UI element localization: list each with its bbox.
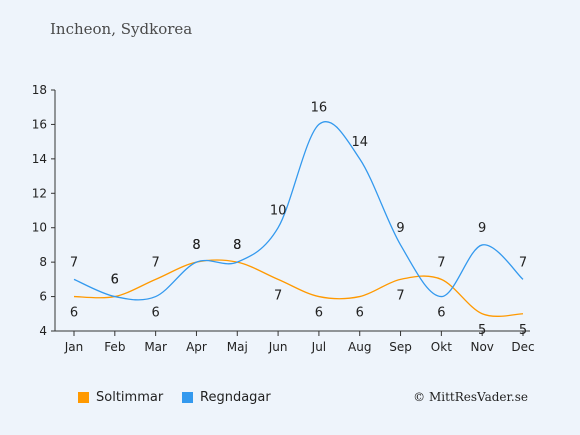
sun-data-label: 8 xyxy=(192,238,200,253)
sun-data-label: 5 xyxy=(519,323,527,338)
rain-data-label: 7 xyxy=(70,255,78,270)
copyright: © MittResVader.se xyxy=(413,390,528,404)
y-tick-label: 16 xyxy=(32,117,47,131)
sun-data-label: 6 xyxy=(315,306,323,321)
sun-data-label: 8 xyxy=(233,238,241,253)
y-tick-label: 14 xyxy=(32,152,47,166)
legend-rain: Regndagar xyxy=(182,390,271,405)
rain-data-label: 7 xyxy=(519,255,527,270)
y-tick-label: 10 xyxy=(32,221,47,235)
legend-rain-label: Regndagar xyxy=(200,390,271,405)
rain-data-label: 6 xyxy=(111,273,119,288)
sun-data-label: 7 xyxy=(437,255,445,270)
x-tick-label: Maj xyxy=(227,340,248,354)
sun-data-label: 7 xyxy=(396,288,404,303)
y-tick-label: 6 xyxy=(39,290,47,304)
x-tick-label: Feb xyxy=(104,340,125,354)
chart-title: Incheon, Sydkorea xyxy=(50,20,193,38)
x-tick-label: Jul xyxy=(311,340,326,354)
x-tick-label: Jun xyxy=(268,340,288,354)
x-tick-label: Nov xyxy=(470,340,493,354)
rain-data-label: 6 xyxy=(437,306,445,321)
sun-data-label: 6 xyxy=(111,273,119,288)
y-tick-label: 12 xyxy=(32,186,47,200)
rain-data-label: 9 xyxy=(478,221,486,236)
x-tick-label: Jan xyxy=(64,340,84,354)
rain-data-label: 14 xyxy=(351,135,368,150)
rain-series-line xyxy=(73,121,524,301)
rain-data-label: 6 xyxy=(151,306,159,321)
y-tick-label: 18 xyxy=(32,83,47,97)
sun-data-label: 7 xyxy=(274,288,282,303)
x-tick-label: Sep xyxy=(389,340,412,354)
y-tick-label: 4 xyxy=(39,324,47,338)
sun-series-line xyxy=(73,259,524,317)
rain-data-label: 16 xyxy=(311,100,328,115)
x-tick-label: Okt xyxy=(431,340,452,354)
sun-data-label: 6 xyxy=(356,306,364,321)
rain-data-label: 8 xyxy=(192,238,200,253)
sun-data-label: 6 xyxy=(70,306,78,321)
rain-data-label: 9 xyxy=(396,221,404,236)
legend-sun-label: Soltimmar xyxy=(96,390,164,405)
x-tick-label: Mar xyxy=(144,340,167,354)
legend-rain-swatch xyxy=(182,392,193,403)
x-tick-label: Aug xyxy=(348,340,371,354)
rain-data-label: 8 xyxy=(233,238,241,253)
y-tick-label: 8 xyxy=(39,255,47,269)
x-tick-label: Dec xyxy=(511,340,534,354)
sun-data-label: 7 xyxy=(151,255,159,270)
sun-data-label: 5 xyxy=(478,323,486,338)
legend-sun: Soltimmar xyxy=(78,390,163,405)
legend-sun-swatch xyxy=(78,392,89,403)
x-tick-label: Apr xyxy=(186,340,207,354)
rain-data-label: 10 xyxy=(270,204,287,219)
